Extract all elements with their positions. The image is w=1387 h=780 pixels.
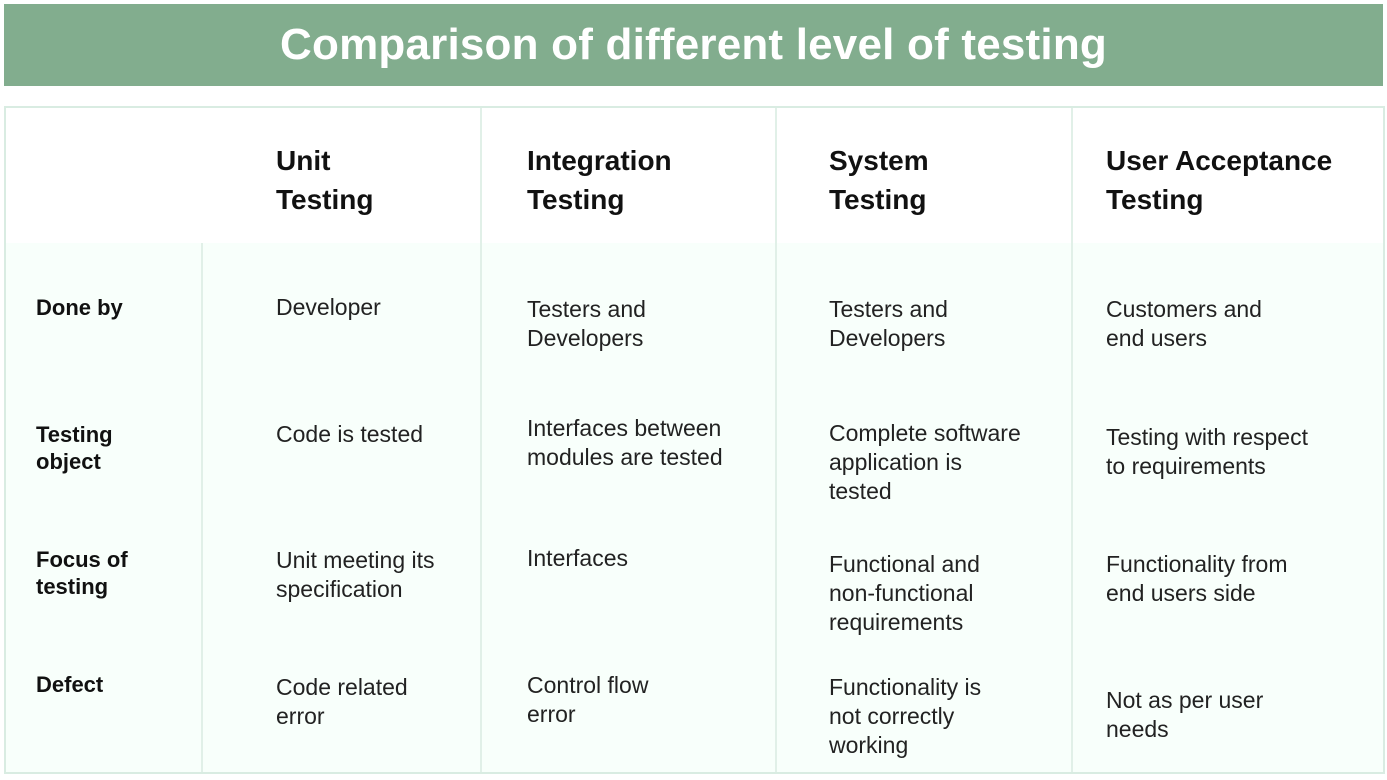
table-cell: Testers and Developers [829,296,948,351]
row-label-done-by: Done by [36,295,123,320]
table-cell: Unit meeting its specification [276,547,435,602]
table-cell: Code related error [276,674,408,729]
column-divider [775,108,777,772]
column-divider [1071,108,1073,772]
table-cell: Functional and non-functional requiremen… [829,551,980,635]
table-cell: Testing with respect to requirements [1106,424,1308,479]
row-label-focus-of-testing: Focus of testing [36,547,128,599]
header-user-acceptance-testing: User Acceptance Testing [1106,145,1333,215]
header-integration-testing: Integration Testing [527,145,672,215]
table-cell: Functionality is not correctly working [829,674,982,758]
table-cell: Complete software application is tested [829,420,1021,504]
header-system-testing: System Testing [829,145,929,215]
table-cell: Not as per user needs [1106,687,1264,742]
table-cell: Control flow error [527,672,649,727]
column-divider [201,243,203,772]
table-header-row [6,108,1383,243]
row-label-defect: Defect [36,672,104,697]
page-title: Comparison of different level of testing [280,20,1107,69]
table-cell: Code is tested [276,421,424,447]
table-cell: Developer [276,294,381,320]
header-unit-testing: Unit Testing [276,145,374,215]
table-cell: Functionality from end users side [1106,551,1288,606]
title-banner: Comparison of different level of testing [4,4,1383,86]
row-label-testing-object: Testing object [36,422,113,474]
column-divider [480,108,482,772]
table-cell: Testers and Developers [527,296,646,351]
comparison-table: Unit Testing Integration Testing System … [4,106,1385,774]
table-cell: Interfaces between modules are tested [527,415,723,470]
table-cell: Interfaces [527,545,628,571]
table-cell: Customers and end users [1106,296,1262,351]
